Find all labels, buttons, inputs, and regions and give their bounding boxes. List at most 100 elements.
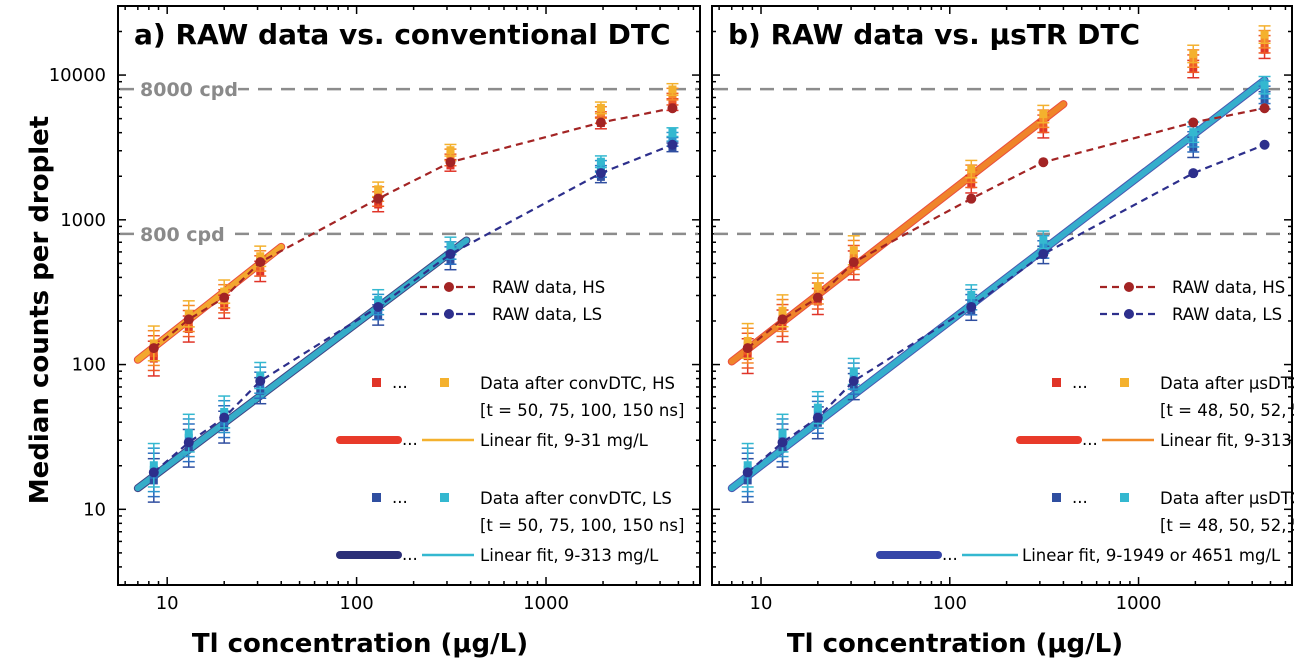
data-square (184, 429, 193, 438)
raw-data-point (812, 412, 823, 423)
data-square (220, 407, 229, 416)
legend-swatch-dot (1124, 309, 1134, 319)
data-square (778, 306, 787, 315)
legend-label: Linear fit, 9-31 mg/L (480, 431, 649, 450)
data-square (374, 185, 383, 194)
data-square (1260, 81, 1269, 90)
x-axis-title-b: Tl concentration (μg/L) (787, 629, 1123, 659)
legend-ellipsis: ... (1072, 373, 1088, 392)
raw-data-point (667, 103, 678, 114)
raw-data-point (812, 292, 823, 303)
legend-label: RAW data, LS (1172, 305, 1282, 324)
raw-data-point (373, 193, 384, 204)
raw-data-point (1038, 157, 1049, 168)
raw-data-point (255, 257, 266, 268)
legend-label: Linear fit, 9-313 mg/L (480, 546, 659, 565)
raw-data-point (219, 412, 230, 423)
raw-data-point (742, 467, 753, 478)
x-tick-label: 1000 (1116, 593, 1162, 614)
raw-data-point (966, 301, 977, 312)
raw-data-point (966, 193, 977, 204)
legend-label: Data after convDTC, LS (480, 489, 672, 508)
legend-ellipsis: ... (942, 545, 958, 564)
y-tick-label: 10000 (49, 65, 106, 86)
raw-data-point (255, 375, 266, 386)
raw-data-point (1188, 117, 1199, 128)
raw-data-point (219, 292, 230, 303)
data-square (446, 146, 455, 155)
data-square (813, 282, 822, 291)
data-square (596, 157, 605, 166)
legend-ellipsis: ... (1082, 430, 1098, 449)
legend-swatch-square (372, 378, 381, 387)
raw-data-curve (153, 143, 673, 474)
raw-data-point (1259, 139, 1270, 150)
panel-title: a) RAW data vs. conventional DTC (134, 18, 671, 51)
raw-data-point (595, 168, 606, 179)
legend-label: RAW data, HS (1172, 278, 1285, 297)
legend-swatch-square (1052, 493, 1061, 502)
legend-swatch-square (1120, 493, 1129, 502)
raw-data-point (777, 437, 788, 448)
raw-data-point (148, 467, 159, 478)
reference-label-bg (136, 76, 238, 101)
legend-sublabel: [t = 50, 75, 100, 150 ns] (480, 516, 684, 535)
panel-a: 10 100 1000 10 100 1000 10000 8000 cpd 800 cpd a)… (49, 5, 701, 614)
data-square (743, 336, 752, 345)
x-tick-label: 10 (156, 593, 179, 614)
legend-label: Data after convDTC, HS (480, 374, 675, 393)
legend-swatch-square (1120, 378, 1129, 387)
data-square (778, 429, 787, 438)
legend-swatch-square (440, 378, 449, 387)
panel-title: b) RAW data vs. μsTR DTC (728, 18, 1140, 51)
data-square (743, 461, 752, 470)
legend-ellipsis: ... (392, 373, 408, 392)
legend-label: RAW data, LS (492, 305, 602, 324)
raw-data-point (445, 157, 456, 168)
y-axis-title: Median counts per droplet (25, 116, 55, 504)
raw-data-point (1259, 103, 1270, 114)
data-square (149, 461, 158, 470)
x-axis-title-a: Tl concentration (μg/L) (192, 629, 528, 659)
raw-data-point (1188, 168, 1199, 179)
data-square (813, 403, 822, 412)
raw-data-point (1038, 249, 1049, 260)
legend-sublabel: [t = 48, 50, 52, 56 ns] (1160, 516, 1294, 535)
data-square (256, 371, 265, 380)
x-tick-label: 10 (750, 593, 773, 614)
data-square (668, 85, 677, 94)
data-square (374, 295, 383, 304)
reference-label-bg (136, 220, 227, 245)
legend-label: RAW data, HS (492, 278, 605, 297)
legend-sublabel: [t = 48, 50, 52, 56 ns] (1160, 401, 1294, 420)
raw-data-point (445, 249, 456, 260)
raw-data-point (848, 257, 859, 268)
reference-label: 800 cpd (140, 224, 225, 246)
x-tick-label: 100 (339, 593, 373, 614)
raw-data-point (148, 343, 159, 354)
legend-ellipsis: ... (402, 430, 418, 449)
legend-swatch-dot (444, 282, 454, 292)
legend-ellipsis: ... (1072, 488, 1088, 507)
legend-ellipsis: ... (402, 545, 418, 564)
legend-swatch-square (372, 493, 381, 502)
data-square (1039, 110, 1048, 119)
y-tick-label: 100 (72, 355, 106, 376)
raw-data-point (183, 314, 194, 325)
legend-label: Linear fit, 9-313 mg/L (1160, 431, 1294, 450)
data-square (446, 241, 455, 250)
data-square (1039, 235, 1048, 244)
data-square (220, 287, 229, 296)
legend-sublabel: [t = 50, 75, 100, 150 ns] (480, 401, 684, 420)
legend-swatch-dot (444, 309, 454, 319)
data-square (967, 165, 976, 174)
x-tick-label: 1000 (523, 593, 569, 614)
data-square (849, 246, 858, 255)
panel-b: 10 100 1000 b) RAW data vs. μsTR DTC RAW dat… (711, 5, 1294, 614)
data-square (1260, 30, 1269, 39)
raw-data-point (183, 437, 194, 448)
y-tick-label: 10 (83, 499, 106, 520)
x-tick-label: 100 (933, 593, 967, 614)
raw-data-curve (746, 143, 1266, 474)
legend-swatch-square (440, 493, 449, 502)
